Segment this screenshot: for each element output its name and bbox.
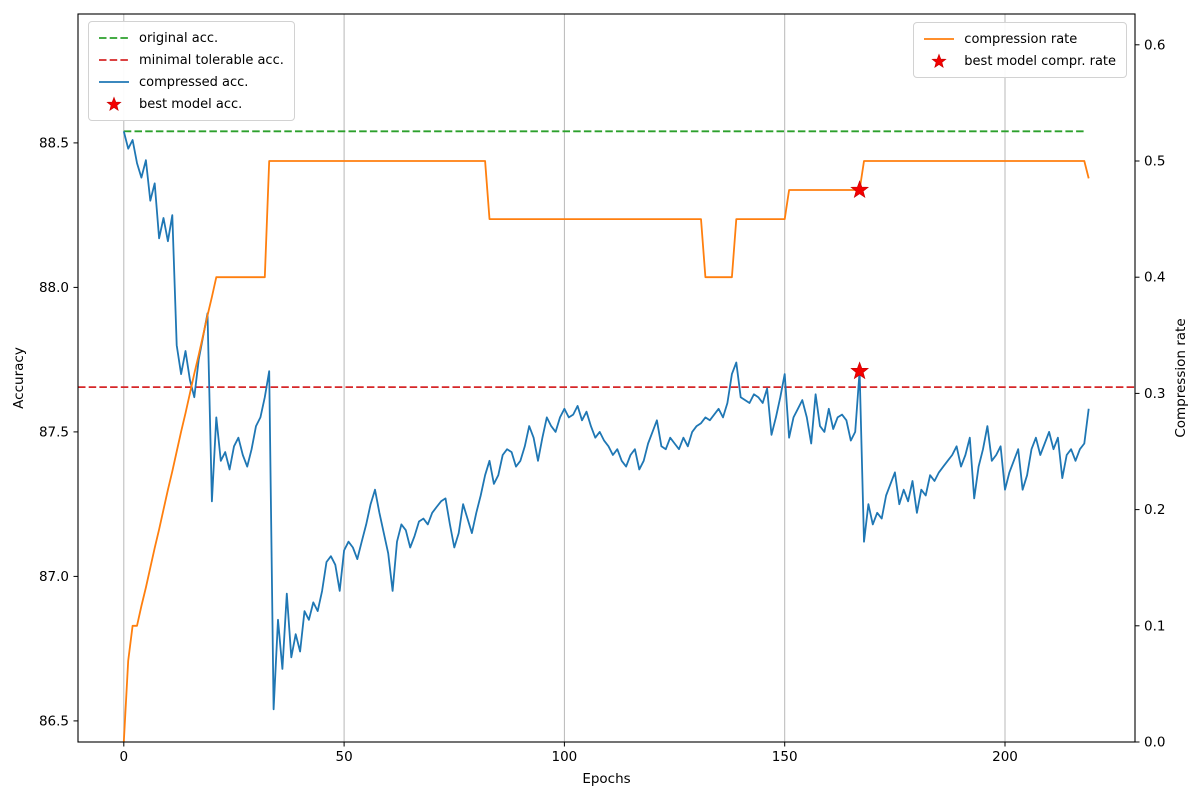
y-right-tick-label: 0.4 (1144, 270, 1165, 286)
y-ticks-left: 86.5 87.0 87.5 88.0 88.5 (39, 135, 78, 729)
legend-accuracy-item-3: best model acc. (97, 93, 284, 115)
y-left-tick-label: 88.5 (39, 135, 69, 151)
legend-accuracy-item-0: original acc. (97, 27, 284, 49)
line-sample-icon (99, 59, 129, 61)
legend-compression-item-0: compression rate (922, 28, 1116, 50)
legend-label: best model compr. rate (964, 53, 1116, 69)
legend-label: minimal tolerable acc. (139, 52, 284, 68)
x-tick-label: 0 (120, 749, 129, 765)
legend-accuracy-item-1: minimal tolerable acc. (97, 49, 284, 71)
star-icon (106, 96, 122, 111)
legend-label: compression rate (964, 31, 1078, 47)
legend-label: original acc. (139, 30, 219, 46)
legend-accuracy: original acc. minimal tolerable acc. compr… (88, 21, 295, 121)
y-left-tick-label: 88.0 (39, 280, 69, 296)
plot-border (77, 13, 1136, 743)
x-tick-label: 150 (772, 749, 798, 765)
y-left-tick-label: 87.0 (39, 569, 69, 585)
legend-compression: compression rate best model compr. rate (913, 22, 1127, 78)
x-ticks: 0 50 100 150 200 (120, 742, 1018, 765)
x-tick-label: 100 (552, 749, 578, 765)
y-right-tick-label: 0.6 (1144, 37, 1165, 53)
y-ticks-right: 0.0 0.1 0.2 0.3 0.4 0.5 0.6 (1135, 37, 1165, 751)
series-compressed-acc (122, 131, 1090, 711)
y-right-tick-label: 0.0 (1144, 735, 1165, 751)
legend-compression-item-1: best model compr. rate (922, 50, 1116, 72)
y-axis-label-left: Accuracy (11, 347, 27, 409)
line-sample-icon (924, 38, 955, 40)
legend-label: best model acc. (139, 96, 243, 112)
legend-label: compressed acc. (139, 74, 249, 90)
y-left-tick-label: 86.5 (39, 713, 69, 729)
x-tick-label: 200 (992, 749, 1018, 765)
y-right-tick-label: 0.2 (1144, 502, 1165, 518)
best-model-compr-rate-star-icon (850, 180, 870, 198)
x-tick-label: 50 (336, 749, 353, 765)
best-model-acc-star-icon (850, 361, 870, 380)
y-axis-label-right: Compression rate (1173, 318, 1189, 438)
series-compression-rate (122, 160, 1090, 743)
y-right-tick-label: 0.1 (1144, 618, 1165, 634)
x-axis-label: Epochs (582, 771, 631, 787)
grid-lines (123, 14, 1006, 742)
star-icon (931, 53, 947, 68)
line-sample-icon (99, 37, 129, 39)
y-right-tick-label: 0.3 (1144, 386, 1165, 402)
legend-accuracy-item-2: compressed acc. (97, 71, 284, 93)
line-sample-icon (99, 81, 129, 83)
y-right-tick-label: 0.5 (1144, 154, 1165, 170)
y-left-tick-label: 87.5 (39, 424, 69, 440)
